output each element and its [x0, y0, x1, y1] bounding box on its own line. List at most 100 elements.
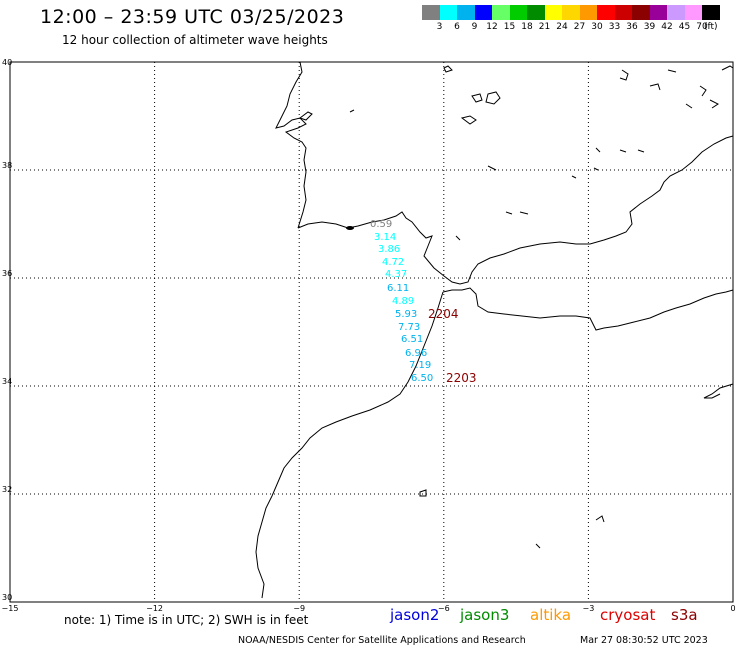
map-frame	[9, 61, 734, 603]
lake-8	[637, 149, 645, 153]
color-scale-label: 6	[454, 22, 460, 32]
lake-14	[593, 167, 599, 171]
longitude-tick-label: −12	[146, 604, 163, 613]
wave-height-value: 3.14	[374, 232, 396, 243]
wave-height-value: 6.51	[401, 334, 423, 345]
wave-height-value: 4.72	[382, 257, 404, 268]
color-scale-swatch	[509, 5, 527, 20]
color-scale-swatch	[614, 5, 632, 20]
color-scale-label: 27	[573, 22, 586, 32]
color-scale-swatch	[439, 5, 457, 20]
lake-1	[443, 65, 453, 73]
longitude-tick-label: 0	[730, 604, 735, 613]
latitude-tick-label: 32	[2, 485, 12, 494]
coastline-bay-fill	[346, 226, 354, 230]
island-4	[699, 85, 707, 97]
color-scale-swatch	[684, 5, 702, 20]
graticule	[10, 62, 733, 602]
color-scale-label: 9	[471, 22, 478, 32]
island-small-south	[595, 515, 605, 523]
legend-item-altika: altika	[530, 606, 572, 624]
color-scale-swatch	[597, 5, 615, 20]
lake-2	[471, 93, 483, 103]
island-2	[649, 83, 661, 91]
coastline-morocco-atlantic	[255, 291, 444, 599]
coastline-tagus-estuary	[298, 111, 313, 121]
island-5	[709, 99, 719, 109]
lake-10	[505, 211, 513, 215]
map-title: 12:00 – 23:59 UTC 03/25/2023	[40, 6, 345, 28]
lake-7	[619, 149, 627, 153]
map-subtitle: 12 hour collection of altimeter wave hei…	[62, 33, 328, 47]
wave-height-value: 6.11	[387, 283, 409, 294]
legend-item-jason2: jason2	[390, 606, 440, 624]
color-scale-legend: 3 6 9 12 15 18 21 24 27 30 33 36 39 42 45 70 (ft)	[422, 5, 720, 32]
color-scale-swatch	[527, 5, 545, 20]
lake-3	[485, 91, 501, 105]
legend-item-s3a: s3a	[671, 606, 698, 624]
color-scale-swatch	[422, 5, 440, 20]
longitude-tick-label: −3	[583, 604, 595, 613]
color-scale-label: 3	[436, 22, 443, 32]
coastline-portugal	[275, 61, 307, 229]
lake-9	[487, 165, 497, 171]
wave-height-value: 4.37	[385, 269, 407, 280]
footer-note: note: 1) Time is in UTC; 2) SWH is in fe…	[64, 613, 309, 627]
lake-4	[460, 115, 477, 125]
island-madeira-like	[419, 489, 427, 497]
color-scale-swatch	[457, 5, 475, 20]
color-scale-swatches	[422, 5, 720, 20]
color-scale-label: 42	[661, 22, 673, 32]
color-scale-label: 24	[556, 22, 568, 32]
color-scale-label: 36	[626, 22, 638, 32]
longitude-tick-label: −15	[2, 604, 19, 613]
color-scale-label: 12	[486, 22, 498, 32]
color-scale-swatch	[667, 5, 685, 20]
wave-height-value: 5.93	[395, 309, 417, 320]
latitude-tick-labels: 30 32 34 36 38 40	[2, 58, 12, 602]
wave-height-value: 0.59	[370, 219, 392, 230]
color-scale-label: 39	[643, 22, 656, 32]
color-scale-swatch	[474, 5, 492, 20]
legend-item-jason3: jason3	[460, 606, 510, 624]
lake-13	[571, 175, 577, 179]
island-6	[685, 103, 693, 109]
longitude-tick-label: −9	[293, 604, 305, 613]
pass-label-2203: 2203	[446, 371, 477, 385]
color-scale-label: 45	[678, 22, 691, 32]
coastline-southern-iberia	[297, 135, 734, 285]
footer-credit: NOAA/NESDIS Center for Satellite Applica…	[238, 635, 526, 646]
latitude-tick-label: 38	[2, 161, 12, 170]
color-scale-label: 15	[503, 22, 516, 32]
island-3	[667, 69, 677, 73]
color-scale-label: 18	[521, 22, 533, 32]
wave-height-value: 6.96	[405, 348, 427, 359]
island-small-south-2	[535, 543, 541, 549]
latitude-tick-label: 34	[2, 377, 12, 386]
color-scale-swatch	[492, 5, 510, 20]
lake-11	[519, 211, 529, 215]
legend-item-cryosat: cryosat	[600, 606, 656, 624]
island-7	[721, 65, 734, 71]
color-scale-swatch	[649, 5, 667, 20]
color-scale-swatch	[579, 5, 597, 20]
color-scale-swatch	[562, 5, 580, 20]
color-scale-swatch	[702, 5, 720, 20]
latitude-tick-label: 30	[2, 593, 12, 602]
footer-timestamp: Mar 27 08:30:52 UTC 2023	[580, 635, 708, 646]
wave-height-value: 7.19	[409, 360, 431, 371]
color-scale-label: (ft)	[703, 22, 718, 32]
longitude-tick-labels: −15 −12 −9 −6 −3 0	[2, 604, 736, 613]
island-1	[619, 69, 629, 81]
longitude-tick-label: −6	[438, 604, 450, 613]
wave-height-readings: 0.59 3.143.86 4.724.37 6.11 4.89 5.93 7.736.51…	[370, 219, 433, 384]
wave-height-value: 7.73	[398, 322, 420, 333]
lake-5	[349, 109, 355, 113]
color-scale-swatch	[632, 5, 650, 20]
color-scale-label: 21	[538, 22, 551, 32]
lake-12	[455, 235, 461, 241]
color-scale-label: 30	[591, 22, 603, 32]
color-scale-label: 33	[608, 22, 621, 32]
wave-height-value: 3.86	[378, 244, 400, 255]
